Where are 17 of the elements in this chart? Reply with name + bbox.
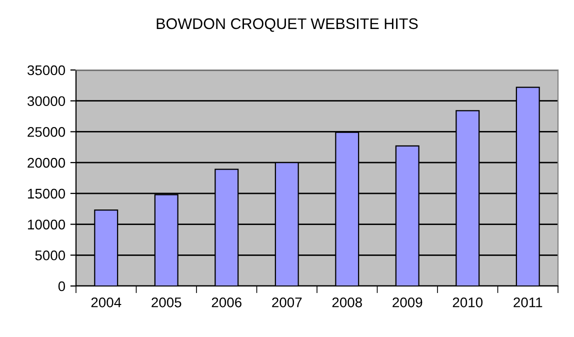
- x-tick-label: 2011: [514, 297, 542, 308]
- x-tick-label: 2007: [272, 297, 302, 308]
- x-tick-label: 2010: [452, 297, 483, 308]
- x-tick-label: 2006: [212, 297, 242, 308]
- y-tick-label: 10000: [28, 220, 66, 230]
- y-tick-label: 20000: [28, 158, 66, 168]
- y-tick-label: 30000: [27, 96, 66, 106]
- x-tick-label: 2005: [152, 297, 182, 308]
- y-tick-label: 35000: [27, 65, 66, 76]
- y-tick-label: 5000: [35, 250, 66, 260]
- x-tick-label: 2009: [392, 297, 422, 308]
- x-tick-label: 2004: [91, 297, 122, 308]
- chart-title: BOWDON CROQUET WEBSITE HITS: [156, 18, 418, 32]
- y-tick-label: 25000: [28, 127, 66, 137]
- y-tick-label: 0: [58, 281, 66, 292]
- x-tick-label: 2008: [332, 297, 362, 308]
- y-tick-label: 15000: [28, 188, 66, 199]
